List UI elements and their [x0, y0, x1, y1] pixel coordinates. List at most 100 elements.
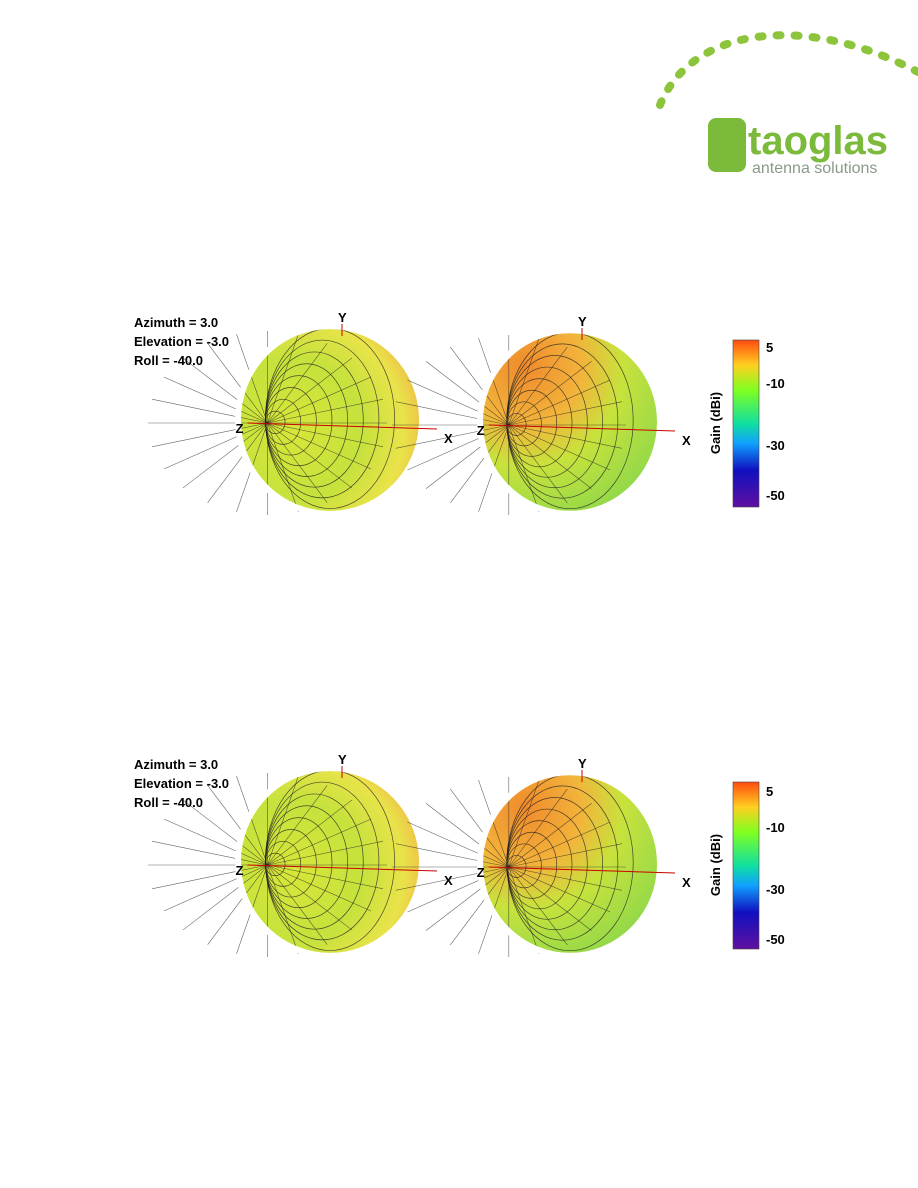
colorbar-title: Gain (dBi) [708, 392, 723, 454]
orientation-label: Azimuth = 3.0 [134, 315, 218, 330]
mesh-line [207, 343, 268, 424]
colorbar-label: -30 [766, 882, 785, 897]
mesh-line [163, 376, 268, 424]
pattern-panel: Azimuth = 3.0 Elevation = -3.0 Roll = -40.… [134, 752, 785, 959]
mesh-line [267, 864, 353, 931]
logo-icon [708, 118, 746, 172]
mesh-line [508, 803, 592, 868]
mesh-line [508, 866, 611, 913]
mesh-line [267, 422, 384, 448]
colorbar-label: -50 [766, 488, 785, 503]
mesh-line [508, 424, 568, 504]
logo-arc [656, 31, 918, 109]
axis-label: X [682, 875, 691, 890]
mesh-line [407, 424, 509, 471]
mesh-line [151, 864, 268, 890]
axis-label: Z [235, 421, 243, 436]
mesh-line [151, 422, 268, 448]
pattern-panel: Azimuth = 3.0 Elevation = -3.0 Roll = -40.… [134, 310, 785, 517]
mesh-line [267, 357, 353, 424]
mesh-line [267, 422, 328, 503]
orientation-label: Azimuth = 3.0 [134, 757, 218, 772]
axis-line [247, 422, 438, 430]
colorbar-label: -50 [766, 932, 785, 947]
axis-label: Z [477, 865, 485, 880]
logo-brand: taoglas [748, 119, 888, 163]
axis-label: X [444, 873, 453, 888]
mesh-line [508, 424, 540, 513]
mesh-line [508, 424, 611, 471]
mesh-line [508, 866, 568, 946]
mesh-line [267, 864, 372, 912]
mesh-line [182, 357, 268, 424]
axis-label: X [682, 433, 691, 448]
mesh-line [508, 346, 568, 426]
mesh-line [508, 779, 540, 868]
axis-label: Y [578, 756, 587, 771]
mesh-line [236, 776, 268, 866]
logo-tagline: antenna solutions [752, 160, 877, 177]
mesh-line [267, 864, 328, 945]
mesh-line [508, 424, 592, 489]
mesh-line [450, 424, 510, 504]
mesh-line [267, 840, 384, 866]
axis-line [247, 864, 438, 872]
mesh-line [478, 337, 510, 426]
mesh-line [151, 840, 268, 866]
mesh-line [395, 401, 509, 426]
axis-label: Y [578, 314, 587, 329]
orientation-label: Roll = -40.0 [134, 353, 203, 368]
pattern-outline [235, 765, 425, 959]
pattern-outline [477, 327, 663, 517]
mesh-line [267, 818, 372, 866]
mesh-line [267, 864, 299, 954]
mesh-line [182, 864, 268, 931]
mesh-line [267, 864, 384, 890]
axis-label: Z [235, 863, 243, 878]
mesh-line [508, 337, 540, 426]
mesh-line [508, 424, 622, 449]
mesh-line [163, 422, 268, 470]
colorbar-title: Gain (dBi) [708, 834, 723, 896]
mesh-line [267, 422, 353, 489]
mesh-line [267, 343, 328, 424]
mesh-line [267, 776, 299, 866]
mesh-line [508, 379, 611, 426]
colorbar [732, 339, 760, 508]
mesh-line [182, 799, 268, 866]
mesh-line [508, 843, 622, 868]
pattern-outline [477, 769, 663, 959]
axis-label: Y [338, 310, 347, 325]
mesh-line [407, 379, 509, 426]
mesh-line [508, 866, 622, 891]
mesh-line [395, 843, 509, 868]
mesh-line [425, 866, 509, 931]
colorbar-label: -30 [766, 438, 785, 453]
mesh-line [508, 821, 611, 868]
mesh-line [207, 785, 268, 866]
mesh-line [450, 866, 510, 946]
orientation-label: Elevation = -3.0 [134, 776, 229, 791]
mesh-line [267, 785, 328, 866]
mesh-line [267, 334, 299, 424]
mesh-line [395, 866, 509, 891]
colorbar-label: -10 [766, 820, 785, 835]
mesh-line [207, 864, 268, 945]
mesh-line [395, 424, 509, 449]
mesh-line [267, 422, 299, 512]
axis-label: X [444, 431, 453, 446]
mesh-line [407, 866, 509, 913]
mesh-line [267, 398, 384, 424]
mesh-line [425, 361, 509, 426]
mesh-line [425, 803, 509, 868]
mesh-line [407, 821, 509, 868]
colorbar-label: 5 [766, 784, 773, 799]
logo: taoglas antenna solutions [656, 31, 918, 177]
mesh-line [267, 422, 372, 470]
mesh-line [508, 401, 622, 426]
mesh-line [508, 361, 592, 426]
mesh-line [267, 799, 353, 866]
axis-line [488, 866, 676, 874]
mesh-line [425, 424, 509, 489]
